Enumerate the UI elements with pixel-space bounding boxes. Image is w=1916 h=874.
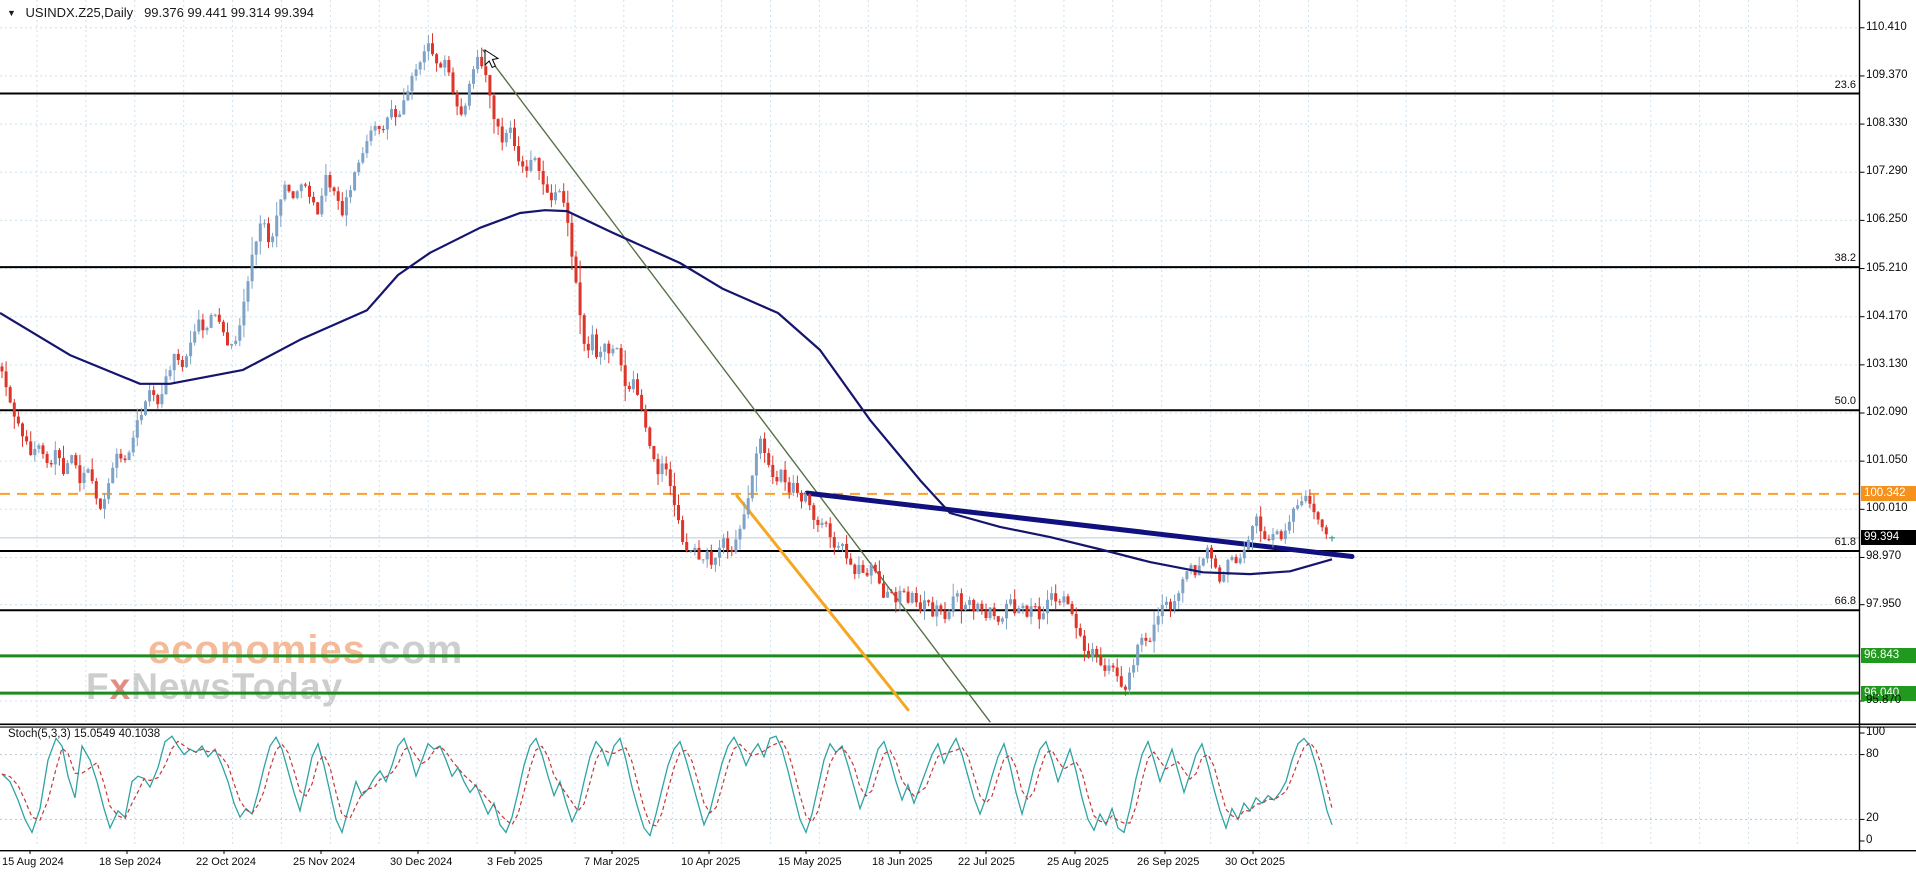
stoch-tick-label: 80 (1866, 747, 1879, 760)
price-tick-label: 109.370 (1866, 68, 1908, 81)
time-axis-separator (0, 850, 1916, 852)
date-label[interactable]: 30 Dec 2024 (390, 856, 453, 868)
date-label[interactable]: 18 Sep 2024 (99, 856, 162, 868)
stochastic-signal-line (1, 740, 1333, 827)
price-tick-label: 102.090 (1866, 406, 1908, 418)
watermark-fxnewstoday: FxNewsToday (86, 666, 343, 708)
price-tick-label: 105.210 (1866, 261, 1908, 274)
price-tick-label: 106.250 (1866, 213, 1908, 226)
date-label[interactable]: 26 Sep 2025 (1137, 856, 1200, 868)
watermark-domain: .com (365, 628, 464, 672)
date-label[interactable]: 15 May 2025 (778, 856, 842, 868)
stoch-tick-label: 100 (1866, 726, 1886, 738)
date-label[interactable]: 25 Aug 2025 (1047, 856, 1109, 868)
price-tick-label: 101.050 (1866, 454, 1908, 467)
ohlc-values: 99.376 99.441 99.314 99.394 (144, 5, 314, 20)
price-tick-label: 100.010 (1866, 502, 1908, 515)
mouse-cursor-icon (484, 49, 500, 69)
trendline-navy-resistance[interactable] (804, 490, 1355, 560)
date-label[interactable]: 10 Apr 2025 (681, 856, 741, 868)
price-tick-label: 107.290 (1866, 165, 1908, 178)
fib-label-23.6: 23.6 (1834, 78, 1856, 91)
date-label[interactable]: 22 Jul 2025 (958, 856, 1015, 868)
stoch-tick-label: 0 (1866, 834, 1873, 846)
fib-label-61.8: 61.8 (1834, 535, 1856, 548)
fib-label-66.8: 66.8 (1834, 595, 1856, 608)
date-label[interactable]: 30 Oct 2025 (1225, 856, 1285, 868)
price-badge-current: 99.394 (1861, 530, 1916, 546)
fib-label-38.2: 38.2 (1834, 252, 1856, 265)
chart-title: ▼ USINDX.Z25,Daily 99.376 99.441 99.314 … (7, 5, 314, 20)
candlestick-series (0, 33, 1328, 696)
price-badge-support-1: 96.843 (1861, 648, 1916, 664)
date-label[interactable]: 7 Mar 2025 (584, 856, 640, 868)
price-tick-label: 97.950 (1866, 597, 1902, 610)
price-tick-label: 95.870 (1866, 693, 1902, 706)
stochastic-label: Stoch(5,3,3) 15.0549 40.1038 (8, 728, 161, 740)
collapse-ohlc-triangle-icon[interactable]: ▼ (7, 8, 16, 18)
grid (0, 0, 1860, 846)
watermark-sub-rest: NewsToday (131, 666, 344, 707)
price-tick-label: 110.410 (1866, 20, 1907, 33)
stochastic-main-line (1, 735, 1333, 838)
price-tick-label: 98.970 (1866, 550, 1902, 563)
date-label[interactable]: 22 Oct 2024 (196, 856, 256, 868)
price-tick-label: 104.170 (1866, 309, 1908, 322)
date-label[interactable]: 18 Jun 2025 (872, 856, 933, 868)
date-label[interactable]: 3 Feb 2025 (487, 856, 543, 868)
moving-average-line[interactable] (0, 209, 1333, 576)
watermark-sub-f: F (86, 666, 110, 707)
stoch-tick-label: 20 (1866, 812, 1879, 825)
symbol-timeframe: USINDX.Z25,Daily (25, 5, 134, 20)
trendline-orange-channel[interactable] (735, 494, 910, 712)
date-label[interactable]: 25 Nov 2024 (293, 856, 356, 868)
watermark-sub-x: x (109, 666, 132, 707)
price-badge-resistance: 100.342 (1861, 486, 1916, 502)
price-badge-support-2: 96.040 (1861, 685, 1916, 701)
price-tick-label: 103.130 (1866, 357, 1908, 370)
price-tick-label: 108.330 (1866, 117, 1908, 130)
panel-separator-top[interactable] (0, 723, 1916, 726)
date-label[interactable]: 15 Aug 2024 (2, 856, 64, 868)
fib-label-50.0: 50.0 (1834, 395, 1856, 408)
trendline-olive-downtrend[interactable] (482, 49, 991, 723)
